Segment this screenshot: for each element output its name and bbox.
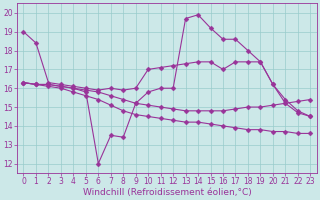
X-axis label: Windchill (Refroidissement éolien,°C): Windchill (Refroidissement éolien,°C) xyxy=(83,188,251,197)
